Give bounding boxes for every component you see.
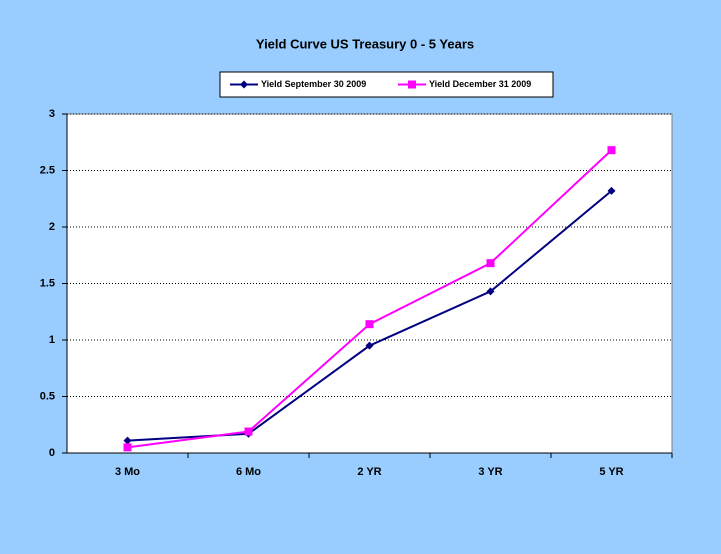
marker (365, 341, 374, 350)
marker (244, 427, 253, 436)
chart-title: Yield Curve US Treasury 0 - 5 Years (256, 36, 474, 51)
marker (607, 146, 616, 155)
marker (123, 436, 132, 445)
y-tick-label: 3 (49, 108, 55, 120)
legend-marker (408, 80, 416, 89)
legend-label: Yield September 30 2009 (261, 79, 366, 89)
legend-marker (240, 80, 248, 89)
marker (607, 186, 616, 195)
y-tick-label: 2 (49, 221, 55, 233)
y-tick-label: 1 (49, 334, 55, 346)
x-tick-label: 5 YR (599, 466, 623, 478)
x-tick-label: 3 YR (478, 466, 502, 478)
marker (486, 287, 495, 296)
marker (365, 320, 374, 329)
x-tick-label: 2 YR (357, 466, 381, 478)
x-tick-label: 6 Mo (236, 466, 261, 478)
x-tick-label: 3 Mo (115, 466, 140, 478)
y-tick-label: 0 (49, 447, 55, 459)
marker (123, 443, 132, 452)
y-tick-label: 2.5 (40, 164, 55, 176)
y-tick-label: 1.5 (40, 277, 55, 289)
marker (486, 259, 495, 268)
y-tick-label: 0.5 (40, 390, 55, 402)
legend-box (219, 71, 554, 98)
legend-label: Yield December 31 2009 (429, 79, 531, 89)
